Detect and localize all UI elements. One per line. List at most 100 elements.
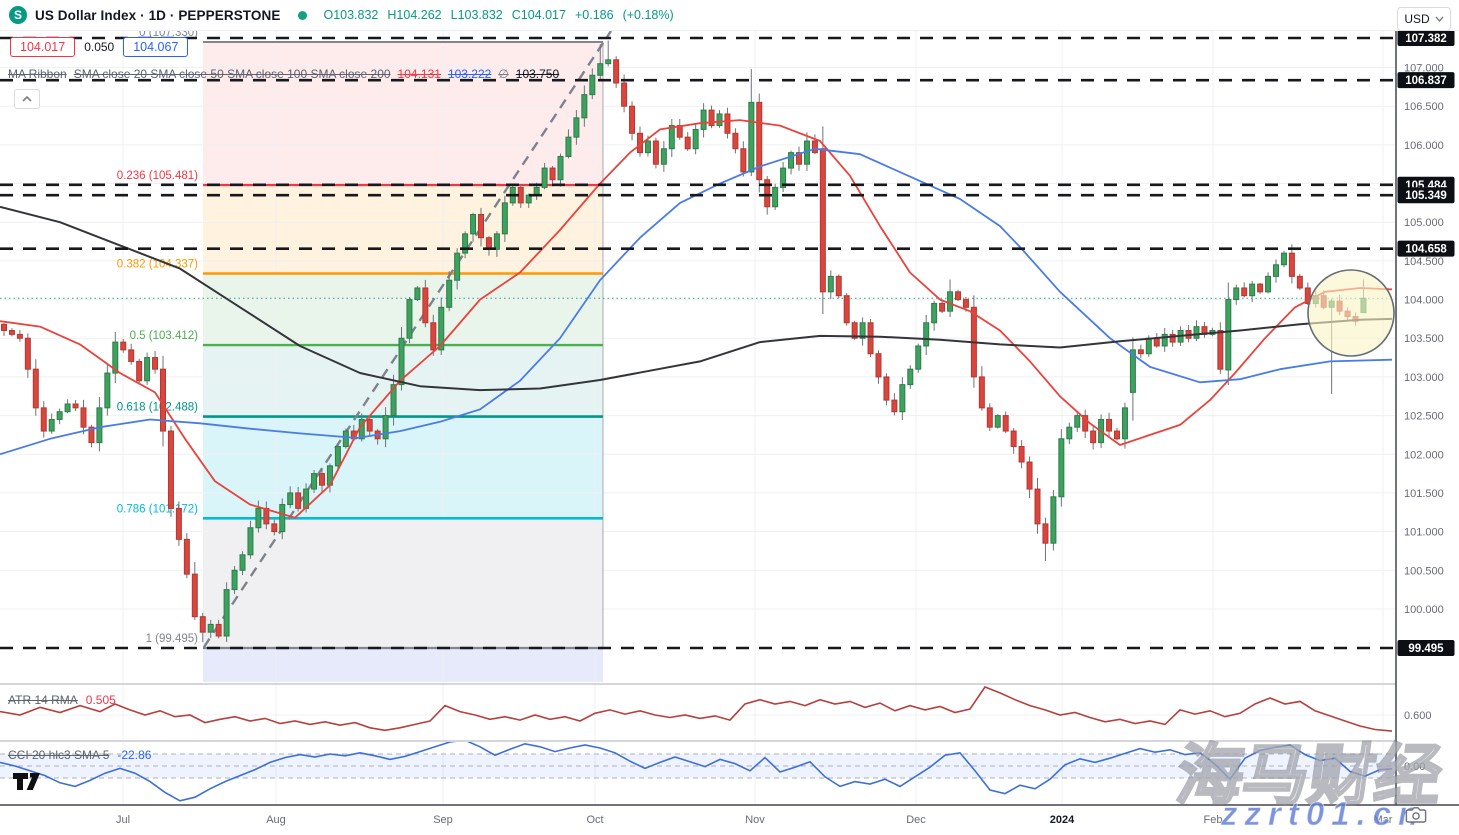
candle[interactable] (80, 399, 87, 435)
candle[interactable] (867, 318, 874, 358)
candle[interactable] (422, 279, 429, 328)
candle[interactable] (1058, 429, 1065, 507)
candle[interactable] (295, 486, 302, 512)
candle[interactable] (796, 146, 802, 171)
candle[interactable] (1257, 282, 1264, 294)
sell-price-button[interactable]: 104.017 (10, 37, 76, 57)
candle[interactable] (716, 110, 723, 128)
fib-trendline[interactable] (202, 30, 613, 648)
candle[interactable] (899, 377, 906, 420)
candle[interactable] (279, 498, 286, 540)
candle[interactable] (430, 314, 437, 356)
candle[interactable] (676, 119, 683, 140)
candle[interactable] (923, 314, 930, 356)
candle[interactable] (183, 533, 190, 579)
candle[interactable] (573, 110, 580, 145)
candle[interactable] (939, 299, 946, 314)
candle[interactable] (1273, 259, 1279, 283)
camera-icon[interactable] (1405, 806, 1427, 829)
candle[interactable] (287, 486, 294, 509)
candle[interactable] (780, 161, 787, 193)
candle[interactable] (390, 374, 397, 426)
candle[interactable] (311, 470, 318, 494)
candle[interactable] (637, 126, 643, 157)
candle[interactable] (1249, 280, 1256, 303)
candle[interactable] (1050, 490, 1057, 551)
candle[interactable] (446, 271, 453, 312)
candle[interactable] (811, 134, 818, 155)
candle[interactable] (167, 426, 174, 517)
candle[interactable] (1042, 517, 1049, 561)
candle[interactable] (1225, 282, 1232, 386)
candle[interactable] (247, 520, 254, 559)
candle[interactable] (1161, 327, 1168, 352)
candle[interactable] (239, 551, 246, 576)
candle[interactable] (1082, 409, 1089, 439)
candle[interactable] (875, 350, 882, 384)
candle[interactable] (32, 359, 39, 416)
candle[interactable] (1241, 282, 1248, 298)
candlestick-series[interactable] (1, 40, 1367, 643)
candle[interactable] (319, 467, 325, 492)
candle[interactable] (947, 279, 954, 317)
candle[interactable] (1121, 402, 1128, 449)
candle[interactable] (223, 582, 230, 642)
candle[interactable] (748, 69, 755, 177)
candle[interactable] (1288, 244, 1295, 284)
candle[interactable] (462, 231, 469, 259)
candle[interactable] (827, 270, 834, 299)
candle[interactable] (740, 141, 747, 177)
candle[interactable] (724, 107, 731, 139)
candle[interactable] (1201, 322, 1208, 338)
candle[interactable] (1265, 272, 1272, 294)
candle[interactable] (366, 415, 373, 436)
candle[interactable] (668, 118, 675, 158)
candle[interactable] (549, 166, 556, 187)
candle[interactable] (152, 350, 159, 374)
candle[interactable] (470, 212, 477, 242)
symbol-logo-icon[interactable]: S (9, 6, 27, 24)
candle[interactable] (342, 428, 349, 449)
candle[interactable] (334, 444, 341, 471)
candle[interactable] (986, 403, 993, 432)
candle[interactable] (175, 501, 182, 546)
cci-legend[interactable]: CCI 20 hlc3 SMA 5 -22.86 (8, 748, 151, 762)
candle[interactable] (1106, 412, 1113, 438)
candle[interactable] (1034, 477, 1041, 534)
candle[interactable] (120, 339, 127, 353)
candle[interactable] (883, 373, 890, 406)
price-axis[interactable]: 107.000 106.500 106.000 105.000 104.500 104.0… (1395, 0, 1459, 835)
candle[interactable] (557, 153, 564, 187)
highlight-circle-annotation[interactable] (1307, 269, 1395, 357)
currency-dropdown[interactable]: USD (1397, 7, 1451, 31)
candle[interactable] (24, 333, 31, 378)
candle[interactable] (1185, 324, 1192, 343)
candle[interactable] (16, 330, 23, 342)
candle[interactable] (1193, 320, 1200, 342)
candle[interactable] (978, 366, 985, 411)
candle[interactable] (843, 293, 850, 326)
candle[interactable] (605, 40, 612, 67)
candle[interactable] (1026, 456, 1033, 498)
candle[interactable] (772, 183, 779, 211)
buy-price-button[interactable]: 104.067 (123, 37, 189, 57)
candle[interactable] (597, 44, 604, 81)
candle[interactable] (525, 193, 532, 208)
candle[interactable] (1002, 411, 1009, 434)
candle[interactable] (1153, 333, 1160, 348)
ma-line-sma-50[interactable] (0, 147, 1393, 456)
candle[interactable] (565, 129, 572, 159)
candle[interactable] (255, 500, 262, 533)
candle[interactable] (994, 414, 1001, 429)
candle[interactable] (915, 343, 922, 373)
candle[interactable] (144, 352, 151, 385)
candle[interactable] (40, 400, 47, 438)
candle[interactable] (891, 393, 898, 416)
candle[interactable] (231, 566, 238, 595)
candle[interactable] (454, 248, 461, 290)
candle[interactable] (955, 289, 961, 302)
candle[interactable] (1066, 422, 1073, 445)
candle[interactable] (64, 399, 71, 414)
candle[interactable] (478, 207, 484, 247)
